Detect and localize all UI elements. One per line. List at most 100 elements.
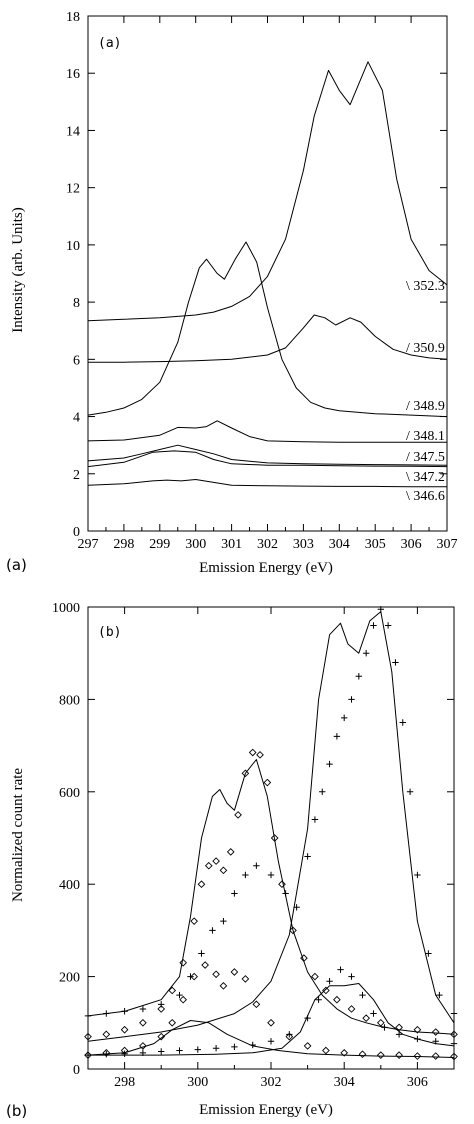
diamond-point-high: [102, 1030, 111, 1039]
plus-point-high: [450, 1010, 458, 1017]
panel-a-curves: [87, 61, 448, 488]
diamond-point-low: [201, 961, 209, 969]
panel-b-outer-label: (b): [6, 1102, 27, 1120]
panel-a-x-tick-label: 298: [113, 537, 134, 552]
diamond-point-high: [322, 986, 330, 995]
diamond-point-high: [219, 866, 228, 875]
plus-point-high: [242, 871, 249, 879]
diamond-point-low: [179, 995, 187, 1004]
curve-label-348-9: / 348.9: [406, 399, 445, 414]
panel-a-x-tick-label: 299: [149, 537, 170, 552]
plus-point-high: [187, 973, 194, 980]
plus-point-high: [370, 622, 377, 629]
panel-a-y-tick-label: 18: [66, 10, 80, 25]
plus-point-high: [253, 862, 260, 869]
plus-point-high: [103, 1010, 110, 1017]
fit-curve-3: [87, 1020, 455, 1058]
curve-347-2: [87, 450, 448, 468]
diamond-point-low: [139, 1042, 147, 1050]
plus-point-high: [231, 890, 238, 897]
diamond-point-low: [285, 1032, 294, 1041]
panel-a-y-axis-label: Intensity (arb. Units): [10, 207, 26, 332]
plus-point-low: [158, 1048, 165, 1055]
curve-347-5: [87, 444, 448, 466]
diamond-point-high: [168, 986, 177, 995]
curve-label-352-3: \ 352.3: [406, 279, 445, 294]
diamond-point-high: [84, 1032, 92, 1041]
plus-point-low: [381, 1024, 388, 1031]
diamond-point-high: [278, 880, 286, 889]
plus-point-high: [414, 871, 421, 879]
panel-a-x-tick-label: 306: [401, 537, 422, 552]
panel-b-y-axis-label: Normalized count rate: [10, 768, 26, 902]
diamond-point-low: [252, 1000, 261, 1009]
panel-a: (a) (a) Emission Energy (eV) Intensity (…: [6, 10, 458, 576]
plus-point-low: [304, 1014, 311, 1022]
panel-a-curve-labels: \ 352.3 / 350.9 / 348.9 / 348.1 / 347.5 …: [406, 279, 445, 504]
plus-point-low: [139, 1049, 147, 1057]
panel-a-x-tick-label: 305: [365, 537, 386, 552]
plus-point-low: [286, 1031, 293, 1038]
diamond-point-low: [190, 972, 198, 981]
diamond-point-high: [157, 1005, 166, 1013]
diamond-point-low: [241, 975, 250, 983]
diamond-point-low: [413, 1052, 422, 1060]
panel-a-x-tick-label: 307: [437, 537, 458, 552]
diamond-point-high: [395, 1023, 403, 1032]
plus-point-high: [392, 659, 399, 666]
diamond-point-low: [340, 1048, 349, 1057]
diamond-point-low: [376, 1051, 385, 1059]
diamond-point-low: [322, 1046, 330, 1055]
plus-point-high: [399, 719, 406, 726]
plus-point-low: [267, 1038, 275, 1045]
diamond-point-high: [241, 769, 250, 778]
diamond-point-high: [120, 1025, 129, 1034]
plus-point-high: [348, 696, 355, 703]
curve-346-6: [87, 479, 447, 488]
panel-b-curves: [87, 611, 455, 1058]
plus-point-low: [395, 1031, 403, 1038]
panel-b-inner-label: (b): [98, 625, 121, 640]
plus-point-low: [84, 1051, 92, 1059]
panel-a-y-tick-label: 4: [73, 411, 80, 426]
diamond-point-low: [358, 1050, 367, 1059]
plus-point-low: [103, 1051, 110, 1058]
plus-point-high: [319, 788, 326, 795]
curve-label-350-9: / 350.9: [406, 341, 445, 356]
diamond-point-high: [270, 834, 279, 842]
plus-point-high: [198, 950, 205, 957]
panel-b-x-tick-label: 300: [187, 1075, 208, 1090]
panel-b-y-tick-label: 800: [59, 693, 80, 708]
fit-curve-1: [87, 759, 455, 1035]
diamond-point-low: [230, 968, 239, 976]
diamond-point-low: [219, 982, 228, 990]
panel-a-y-tick-label: 0: [73, 525, 80, 540]
diamond-point-high: [431, 1028, 440, 1036]
panel-b-x-tick-label: 302: [261, 1075, 282, 1090]
panel-a-x-axis-label: Emission Energy (eV): [199, 560, 333, 576]
diamond-point-low: [267, 1018, 275, 1027]
diamond-point-high: [263, 778, 272, 787]
diamond-point-high: [226, 848, 235, 856]
plus-point-low: [450, 1040, 458, 1047]
plus-point-high: [362, 650, 370, 657]
diamond-point-high: [204, 861, 213, 870]
panel-a-y-tick-label: 12: [66, 182, 80, 197]
plus-point-low: [370, 1010, 377, 1017]
plus-point-low: [121, 1050, 128, 1057]
plus-point-high: [220, 917, 227, 925]
panel-b-y-tick-label: 600: [59, 786, 80, 801]
diamond-point-high: [179, 958, 187, 967]
diamond-point-high: [300, 954, 308, 962]
plus-point-low: [359, 991, 366, 999]
panel-a-inner-label: (a): [98, 36, 121, 51]
diamond-point-low: [212, 970, 220, 979]
diamond-point-low: [395, 1051, 403, 1059]
plus-point-high: [384, 622, 392, 629]
diamond-point-high: [139, 1018, 147, 1027]
plus-point-high: [425, 950, 432, 957]
diamond-point-low: [303, 1042, 312, 1050]
diamond-point-high: [311, 972, 319, 981]
panel-a-x-tick-label: 297: [78, 537, 99, 552]
plus-point-low: [414, 1035, 421, 1043]
